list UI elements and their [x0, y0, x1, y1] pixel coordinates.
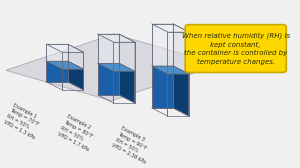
Polygon shape	[152, 24, 173, 66]
Polygon shape	[152, 66, 173, 108]
Text: When relative humidity (RH) is
kept constant,
the container is controlled by
tem: When relative humidity (RH) is kept cons…	[182, 32, 290, 65]
Polygon shape	[46, 61, 83, 69]
Polygon shape	[98, 34, 135, 42]
Polygon shape	[6, 34, 219, 101]
Text: Example 2
Temp = 80°F
RH = 50%
VPD = 1.7 kPa: Example 2 Temp = 80°F RH = 50% VPD = 1.7…	[57, 114, 99, 152]
Text: Example 3
Temp = 90°F
RH = 50%
VPD = 2.38 kPa: Example 3 Temp = 90°F RH = 50% VPD = 2.3…	[111, 125, 156, 165]
Polygon shape	[98, 63, 119, 95]
Polygon shape	[68, 61, 83, 90]
Polygon shape	[152, 66, 189, 74]
FancyBboxPatch shape	[185, 25, 286, 72]
Polygon shape	[152, 24, 189, 32]
Polygon shape	[68, 44, 83, 69]
Polygon shape	[46, 44, 83, 52]
Polygon shape	[98, 63, 135, 71]
Polygon shape	[173, 24, 189, 74]
Polygon shape	[98, 34, 119, 63]
Polygon shape	[46, 61, 68, 82]
Polygon shape	[173, 66, 189, 116]
Polygon shape	[119, 63, 135, 103]
Polygon shape	[46, 44, 68, 61]
Text: Example 1
Temp = 70°F
RH = 50%
VPD = 1.3 kPa: Example 1 Temp = 70°F RH = 50% VPD = 1.3…	[3, 102, 45, 140]
Polygon shape	[119, 34, 135, 71]
